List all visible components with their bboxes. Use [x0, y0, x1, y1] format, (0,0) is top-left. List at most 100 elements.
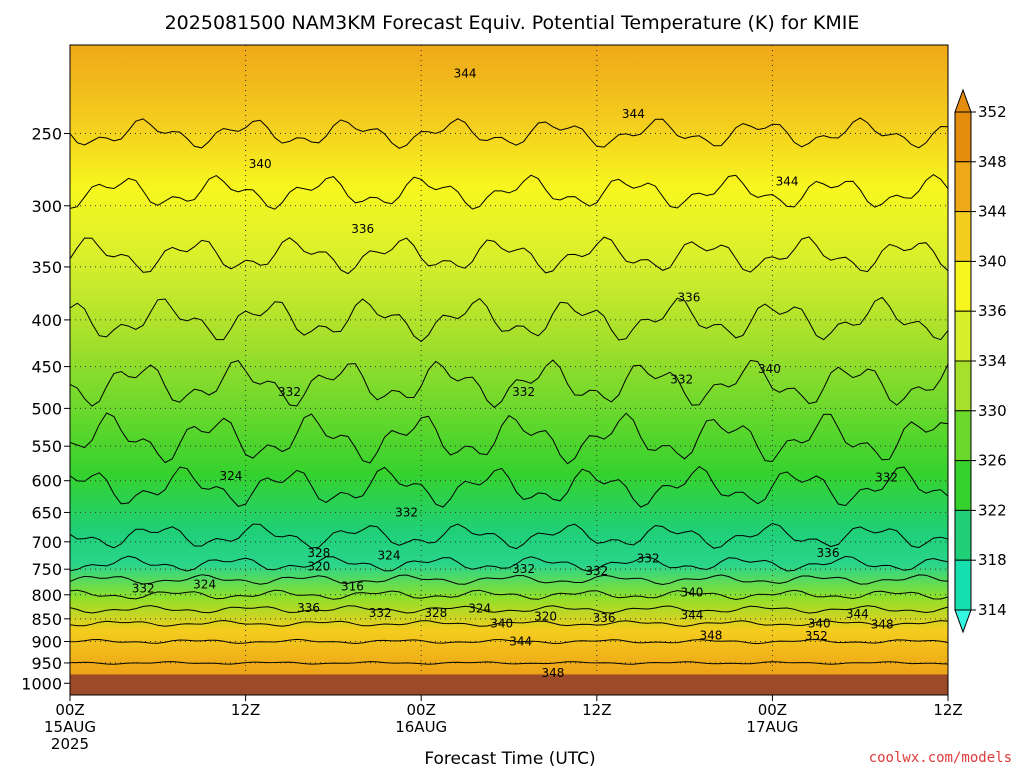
colorbar-label: 318 — [978, 551, 1007, 569]
contour-label: 332 — [875, 470, 898, 484]
contour-label: 324 — [220, 469, 243, 483]
y-tick-label: 700 — [31, 533, 62, 552]
contour-label: 340 — [808, 616, 831, 630]
contour-label: 332 — [132, 581, 155, 595]
contour-label: 332 — [637, 551, 660, 565]
x-tick-label: 00Z 16AUG — [395, 701, 447, 736]
y-tick-label: 800 — [31, 586, 62, 605]
contour-label: 320 — [307, 560, 330, 574]
colorbar-extend-bottom — [954, 609, 972, 634]
colorbar-segment — [954, 310, 972, 362]
x-tick-label: 12Z — [582, 701, 611, 719]
colorbar-segment — [954, 509, 972, 561]
y-tick-label: 300 — [31, 197, 62, 216]
contour-label: 320 — [534, 609, 557, 623]
contour-label: 340 — [758, 362, 781, 376]
contour-line — [70, 555, 948, 573]
colorbar-segment — [954, 360, 972, 412]
contour-line — [70, 605, 948, 614]
colorbar-label: 330 — [978, 402, 1007, 420]
y-tick-label: 950 — [31, 654, 62, 673]
plot-area: 344 344 340 344 336 336 340 332 332 332 324 332 332 3… — [70, 45, 948, 695]
plot-frame — [69, 44, 949, 696]
contour-label: 344 — [776, 174, 799, 188]
contour-label: 332 — [585, 564, 608, 578]
colorbar-segment — [954, 260, 972, 312]
chart-title: 2025081500 NAM3KM Forecast Equiv. Potent… — [165, 12, 860, 34]
contour-label: 344 — [509, 634, 532, 648]
colorbar-extend-top — [954, 88, 972, 113]
contour-line — [70, 412, 948, 465]
contour-line — [70, 236, 948, 275]
y-tick-label: 900 — [31, 632, 62, 651]
contour-label: 332 — [278, 385, 301, 399]
colorbar-label: 336 — [978, 302, 1007, 320]
contour-label: 344 — [846, 607, 869, 621]
y-tick-label: 650 — [31, 503, 62, 522]
x-tick-label: 00Z 17AUG — [746, 701, 798, 736]
contour-label: 332 — [369, 606, 392, 620]
y-tick-label: 400 — [31, 311, 62, 330]
credit-text: coolwx.com/models — [869, 750, 1012, 766]
colorbar-segment — [954, 211, 972, 262]
contour-label: 328 — [307, 546, 330, 560]
contour-line — [70, 661, 948, 665]
contour-label: 324 — [468, 601, 491, 615]
contour-line — [70, 638, 948, 645]
colorbar: 314 318 322 326 330 334 336 340 344 348 352 — [954, 88, 1007, 634]
contour-label: 316 — [341, 579, 364, 593]
contour-label: 348 — [699, 629, 722, 643]
colorbar-label: 344 — [978, 203, 1007, 221]
contour-line — [70, 589, 948, 601]
contour-labels: 344 344 340 344 336 336 340 332 332 332 324 332 332 3… — [132, 67, 898, 681]
colorbar-label: 326 — [978, 452, 1007, 470]
contour-label: 348 — [541, 666, 564, 680]
contour-label: 340 — [680, 585, 703, 599]
contour-label: 336 — [351, 222, 374, 236]
x-axis-label: Forecast Time (UTC) — [424, 749, 595, 768]
x-tick-label: 12Z — [933, 701, 962, 719]
x-axis: 00Z 15AUG 2025 12Z 00Z 16AUG 12Z 00Z 17AUG 12Z — [44, 695, 963, 753]
contour-line — [70, 574, 948, 586]
colorbar-label: 334 — [978, 352, 1007, 370]
colorbar-segment — [954, 111, 972, 163]
contour-line — [70, 465, 948, 508]
contour-label: 352 — [805, 629, 828, 643]
y-axis: 250 300 350 400 450 500 550 600 650 700 750 800 850 9… — [21, 124, 70, 693]
contour-label: 336 — [817, 546, 840, 560]
contour-lines — [70, 117, 948, 665]
colorbar-label: 322 — [978, 501, 1007, 519]
contour-label: 324 — [378, 549, 401, 563]
contour-label: 336 — [593, 611, 616, 625]
contour-label: 344 — [680, 608, 703, 622]
contour-label: 336 — [678, 290, 701, 304]
x-tick-label: 00Z 15AUG 2025 — [44, 701, 96, 753]
contour-label: 340 — [490, 616, 513, 630]
y-tick-label: 500 — [31, 399, 62, 418]
y-tick-label: 550 — [31, 437, 62, 456]
colorbar-segment — [954, 460, 972, 511]
contour-label: 328 — [424, 606, 447, 620]
contour-label: 348 — [871, 617, 894, 631]
contour-label: 332 — [670, 373, 693, 387]
contour-label: 332 — [512, 385, 535, 399]
colorbar-label: 340 — [978, 252, 1007, 270]
contour-label: 344 — [454, 67, 477, 81]
contour-label: 332 — [395, 505, 418, 519]
contour-line — [70, 359, 948, 409]
colorbar-segment — [954, 559, 972, 611]
y-tick-label: 850 — [31, 610, 62, 629]
y-tick-label: 250 — [31, 124, 62, 143]
contour-label: 332 — [512, 562, 535, 576]
contour-line — [70, 619, 948, 627]
contour-line — [70, 522, 948, 550]
colorbar-label: 352 — [978, 103, 1007, 121]
ground-fill — [70, 674, 948, 695]
y-tick-label: 600 — [31, 472, 62, 491]
y-tick-label: 450 — [31, 358, 62, 377]
y-tick-label: 750 — [31, 560, 62, 579]
x-tick-label: 12Z — [231, 701, 260, 719]
contour-label: 344 — [622, 107, 645, 121]
field-background — [70, 45, 948, 695]
